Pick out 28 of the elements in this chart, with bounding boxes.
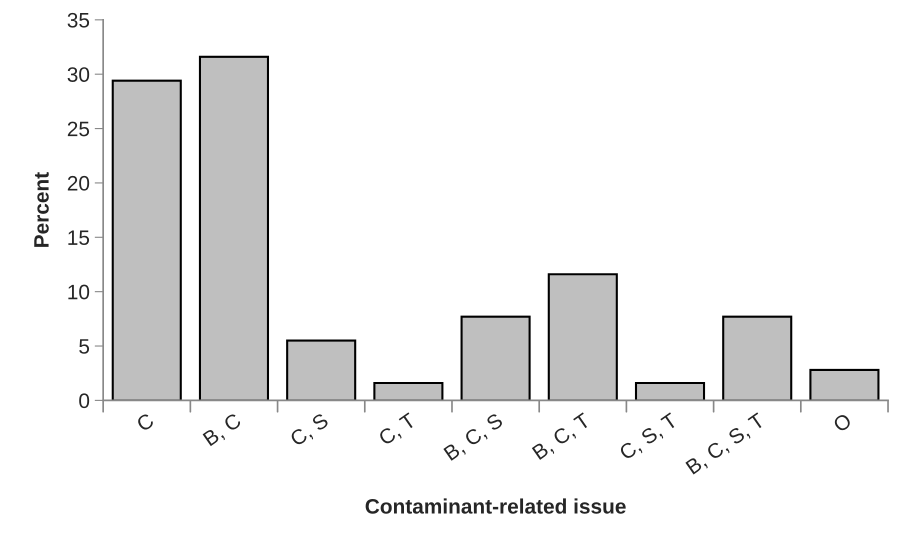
bar [373, 382, 444, 400]
x-tick-label: B, C, S, T [685, 412, 768, 477]
y-tick-label: 0 [79, 393, 90, 408]
bar [634, 382, 706, 400]
x-tick-label: O [832, 412, 852, 433]
y-tick-label: 35 [68, 12, 90, 28]
bar [460, 316, 531, 400]
bar [548, 273, 618, 400]
x-tick-label: B, C [202, 412, 244, 448]
bar [722, 316, 792, 400]
x-axis-title: Contaminant-related issue [366, 498, 626, 514]
y-tick-label: 30 [68, 67, 90, 82]
x-tick-label: C, T [378, 412, 418, 448]
x-tick-label: B, C, S [443, 412, 505, 463]
x-tick-label: B, C, T [532, 412, 593, 462]
x-tick-label: C, S [289, 412, 331, 449]
y-tick-label: 15 [68, 230, 90, 246]
x-tick-label: C [136, 412, 155, 432]
x-tick-label: C, S, T [618, 412, 680, 462]
bar [198, 56, 270, 400]
y-tick-label: 20 [68, 176, 90, 191]
bar [286, 340, 356, 400]
y-tick-label: 10 [68, 284, 90, 300]
y-axis-title: Percent [34, 172, 49, 247]
y-tick-label: 25 [68, 122, 90, 136]
bar [809, 368, 880, 400]
y-tick-label: 5 [79, 339, 90, 354]
bar [112, 80, 182, 400]
